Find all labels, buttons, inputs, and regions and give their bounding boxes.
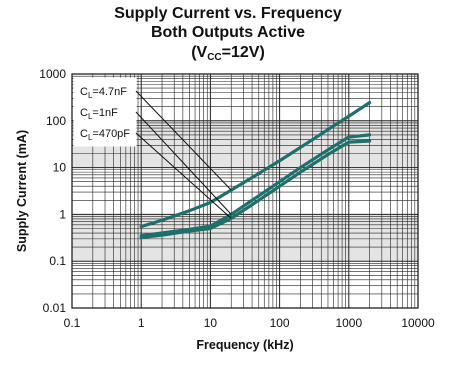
legend-label-value: =1nF: [92, 107, 118, 119]
chart-title-line2: Both Outputs Active: [150, 24, 306, 41]
title-line3-subscript: CC: [207, 52, 222, 63]
chart-title-line3: (VCC=12V): [0, 43, 456, 67]
title-line3-prefix: (V: [191, 44, 208, 61]
legend-label-symbol: C: [80, 107, 88, 119]
y-tick-labels: 0.01 0.1 1 10 100 1000: [39, 67, 66, 315]
legend-label-subscript: L: [88, 91, 93, 100]
legend-label-value: =470pF: [92, 128, 130, 140]
x-tick-labels: 0.1 1 10 100 1000 10000: [64, 316, 435, 330]
x-tick-label: 10000: [401, 316, 435, 330]
legend-label-subscript: L: [88, 112, 93, 121]
y-tick-label: 10: [53, 161, 67, 175]
y-tick-label: 0.01: [43, 301, 67, 315]
x-tick-label: 1000: [335, 316, 362, 330]
legend-label-symbol: C: [80, 86, 88, 98]
x-tick-label: 0.1: [64, 316, 81, 330]
x-tick-label: 1: [138, 316, 145, 330]
legend-label-subscript: L: [88, 133, 93, 142]
legend-label-0: CL=4.7nF: [80, 86, 127, 100]
plot-frame: [71, 73, 419, 309]
series-line-2: [139, 139, 372, 240]
series-lines: [139, 100, 372, 240]
y-tick-label: 0.1: [49, 254, 66, 268]
legend-leader-line-0: [135, 90, 232, 191]
grid-band: [72, 214, 418, 262]
legend-label-value: =4.7nF: [92, 86, 127, 98]
y-axis-label: Supply Current (mA): [15, 130, 29, 252]
x-tick-label: 100: [270, 316, 290, 330]
y-tick-label: 1: [59, 207, 66, 221]
title-line3-suffix: =12V): [221, 44, 265, 61]
legend-label-2: CL=470pF: [80, 128, 130, 142]
legend-leader-line-2: [135, 132, 232, 219]
legend-label-symbol: C: [80, 128, 88, 140]
chart-title-line1: Supply Current vs. Frequency: [114, 5, 342, 22]
y-tick-label: 1000: [39, 67, 66, 81]
series-line-0: [139, 100, 372, 229]
y-tick-label: 100: [46, 114, 66, 128]
x-tick-label: 10: [204, 316, 218, 330]
legend-leader-line-1: [135, 111, 232, 215]
x-axis-label: Frequency (kHz): [196, 338, 293, 352]
series-line-1: [139, 133, 372, 238]
legend-label-1: CL=1nF: [80, 107, 118, 121]
